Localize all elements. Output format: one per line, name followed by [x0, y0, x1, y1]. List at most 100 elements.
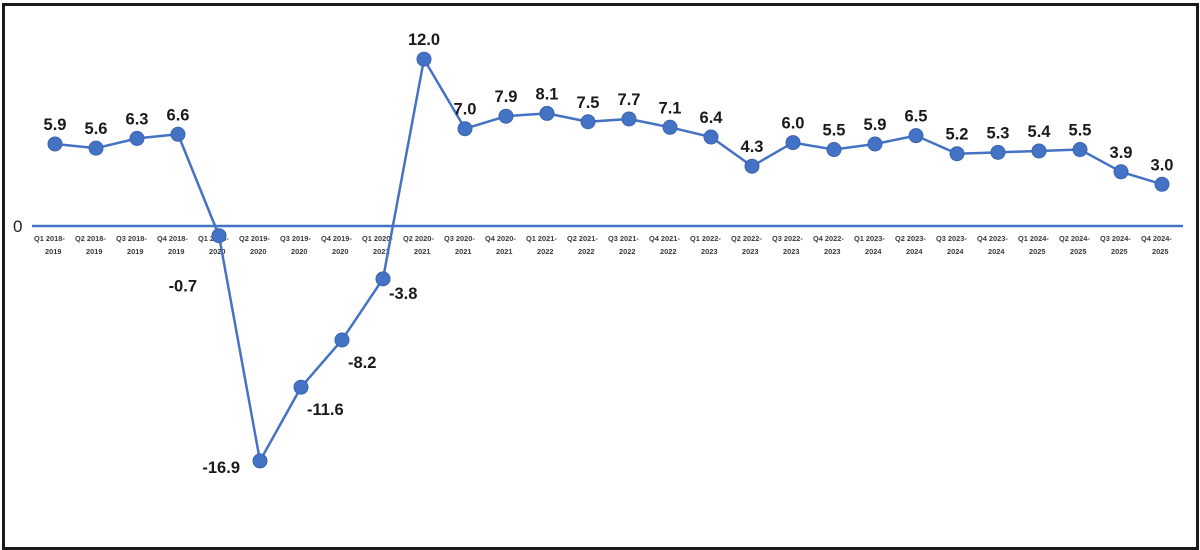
data-label: 6.0 [782, 115, 805, 133]
data-point-marker [621, 111, 637, 127]
data-point-marker [88, 140, 104, 156]
data-point-marker [1072, 142, 1088, 158]
x-tick-label: Q4 2024- [1141, 234, 1172, 243]
x-tick-label: Q1 2020- [362, 234, 393, 243]
x-tick-label: Q3 2019- [280, 234, 311, 243]
x-tick-label-year: 2019 [127, 247, 143, 256]
x-tick-label-year: 2020 [291, 247, 307, 256]
data-points [47, 51, 1170, 469]
data-point-marker [990, 144, 1006, 160]
x-tick-label-year: 2023 [701, 247, 717, 256]
data-point-marker [908, 128, 924, 144]
x-tick-label: Q4 2018- [157, 234, 188, 243]
x-tick-label: Q1 2024- [1018, 234, 1049, 243]
data-label: 7.0 [454, 101, 477, 119]
data-label: 6.6 [167, 106, 190, 124]
data-label: 5.4 [1028, 123, 1052, 141]
x-tick-label: Q2 2021- [567, 234, 598, 243]
data-point-marker [580, 114, 596, 130]
x-tick-label: Q1 2023- [854, 234, 885, 243]
x-tick-label-year: 2025 [1070, 247, 1086, 256]
x-tick-label-year: 2019 [86, 247, 102, 256]
x-tick-label-year: 2022 [578, 247, 594, 256]
data-label: 12.0 [408, 31, 440, 49]
data-label: 4.3 [741, 138, 764, 156]
data-label: 5.5 [1069, 122, 1092, 140]
data-point-marker [1154, 176, 1170, 192]
data-point-marker [949, 146, 965, 162]
data-point-marker [334, 332, 350, 348]
x-tick-label-year: 2025 [1111, 247, 1127, 256]
x-tick-label-year: 2021 [373, 247, 389, 256]
x-tick-label-year: 2023 [783, 247, 799, 256]
data-point-marker [416, 51, 432, 67]
x-tick-label: Q2 2020- [403, 234, 434, 243]
x-tick-label-year: 2021 [414, 247, 430, 256]
data-label: 6.3 [126, 110, 149, 128]
x-tick-label: Q3 2023- [936, 234, 967, 243]
data-label: 7.5 [577, 94, 600, 112]
data-label: 3.0 [1151, 156, 1174, 174]
x-tick-label-year: 2020 [250, 247, 266, 256]
data-point-marker [170, 126, 186, 142]
x-tick-label: Q4 2020- [485, 234, 516, 243]
x-tick-label: Q1 2021- [526, 234, 557, 243]
x-tick-label: Q2 2023- [895, 234, 926, 243]
data-labels: 5.9 5.6 6.3 6.6 -0.7 -16.9 -11.6 -8.2 -3.8 12.0 7.… [44, 31, 1174, 477]
x-tick-label-year: 2021 [496, 247, 512, 256]
x-tick-label-year: 2022 [619, 247, 635, 256]
data-label: -3.8 [389, 285, 417, 303]
x-axis-labels: Q1 2018- 2019 Q2 2018- 2019 Q3 2018- 2019 Q4 2… [34, 234, 1172, 256]
data-label: 5.3 [987, 124, 1010, 142]
data-point-marker [293, 379, 309, 395]
data-point-marker [703, 129, 719, 145]
data-point-marker [867, 136, 883, 152]
data-point-marker [826, 142, 842, 158]
data-point-marker [211, 228, 227, 244]
chart-frame [2, 3, 1199, 550]
data-point-marker [1031, 143, 1047, 159]
data-point-marker [498, 108, 514, 124]
data-point-marker [1113, 164, 1129, 180]
x-tick-label: Q4 2023- [977, 234, 1008, 243]
data-point-marker [662, 119, 678, 135]
data-label: 3.9 [1110, 144, 1133, 162]
x-tick-label-year: 2020 [332, 247, 348, 256]
data-label: 5.5 [823, 122, 846, 140]
x-tick-label: Q3 2018- [116, 234, 147, 243]
data-label: -16.9 [202, 459, 240, 477]
y-zero-label: 0 [13, 217, 22, 236]
data-label: 5.9 [44, 116, 67, 134]
data-point-marker [785, 135, 801, 151]
x-tick-label-year: 2019 [168, 247, 184, 256]
x-tick-label: Q2 2018- [75, 234, 106, 243]
data-label: -11.6 [307, 401, 344, 419]
x-tick-label: Q4 2019- [321, 234, 352, 243]
x-tick-label: Q3 2022- [772, 234, 803, 243]
data-label: -8.2 [348, 354, 376, 372]
x-tick-label-year: 2024 [865, 247, 882, 256]
x-tick-label-year: 2025 [1029, 247, 1045, 256]
data-point-marker [129, 130, 145, 146]
series-polyline [54, 57, 1163, 463]
data-label: 6.5 [905, 108, 928, 126]
x-tick-label-year: 2024 [947, 247, 964, 256]
x-tick-label-year: 2024 [906, 247, 923, 256]
x-tick-label: Q1 2018- [34, 234, 65, 243]
data-label: 7.7 [618, 91, 641, 109]
data-label: 7.1 [659, 99, 682, 117]
x-tick-label: Q2 2022- [731, 234, 762, 243]
data-label: 8.1 [536, 85, 559, 103]
data-label: -0.7 [169, 278, 197, 296]
x-tick-label: Q2 2019- [239, 234, 270, 243]
data-point-marker [252, 453, 268, 469]
x-tick-label-year: 2023 [824, 247, 840, 256]
data-point-marker [47, 136, 63, 152]
data-label: 5.9 [864, 116, 887, 134]
x-tick-label-year: 2022 [537, 247, 553, 256]
x-tick-label-year: 2023 [742, 247, 758, 256]
series-line [54, 57, 1163, 463]
data-label: 7.9 [495, 88, 518, 106]
data-point-marker [744, 158, 760, 174]
